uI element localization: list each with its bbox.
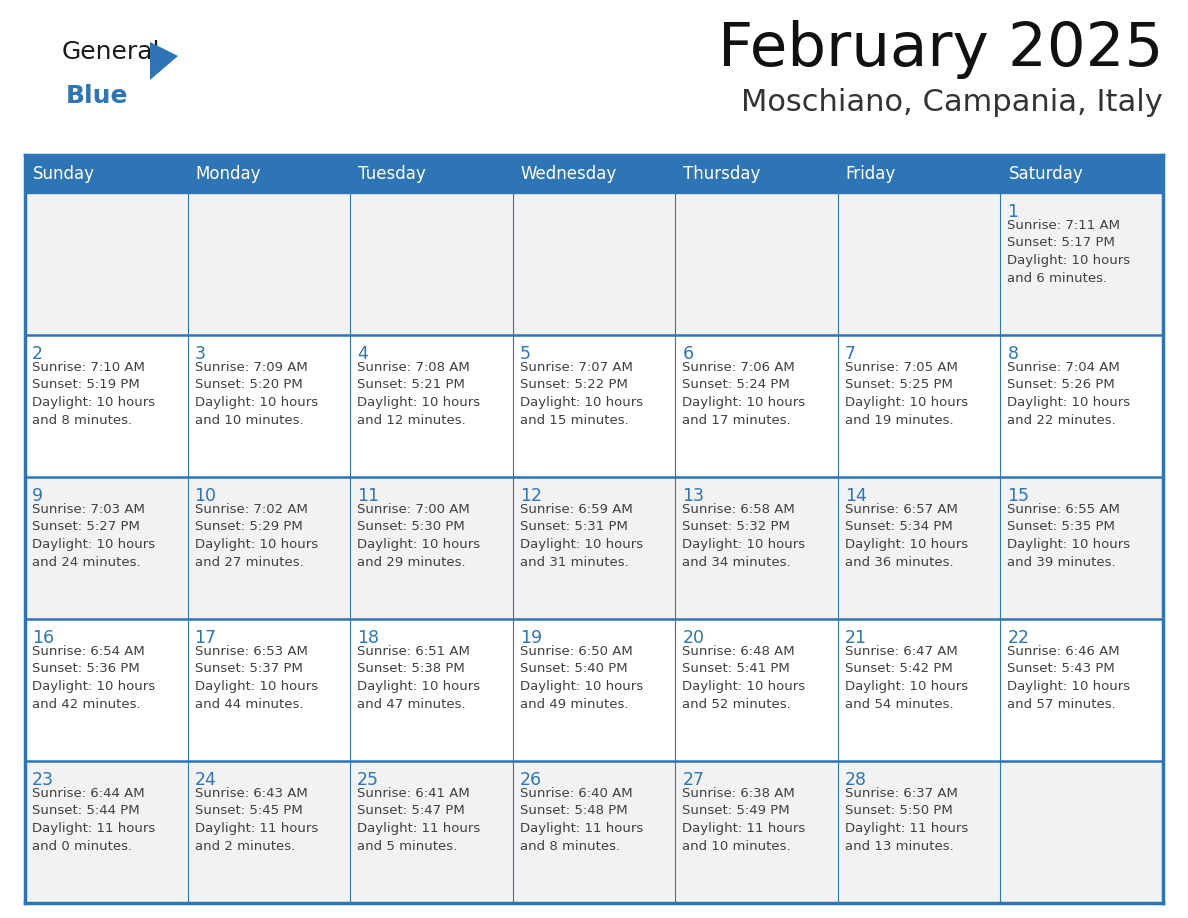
- Text: Sunrise: 7:08 AM
Sunset: 5:21 PM
Daylight: 10 hours
and 12 minutes.: Sunrise: 7:08 AM Sunset: 5:21 PM Dayligh…: [358, 361, 480, 427]
- Text: February 2025: February 2025: [718, 20, 1163, 79]
- Text: Sunrise: 7:09 AM
Sunset: 5:20 PM
Daylight: 10 hours
and 10 minutes.: Sunrise: 7:09 AM Sunset: 5:20 PM Dayligh…: [195, 361, 317, 427]
- Text: 14: 14: [845, 487, 867, 505]
- Text: 8: 8: [1007, 345, 1018, 363]
- Text: 16: 16: [32, 629, 55, 647]
- Text: 20: 20: [682, 629, 704, 647]
- Text: Tuesday: Tuesday: [358, 165, 425, 183]
- Text: Sunrise: 6:50 AM
Sunset: 5:40 PM
Daylight: 10 hours
and 49 minutes.: Sunrise: 6:50 AM Sunset: 5:40 PM Dayligh…: [519, 645, 643, 711]
- Text: 25: 25: [358, 771, 379, 789]
- Text: Sunrise: 6:43 AM
Sunset: 5:45 PM
Daylight: 11 hours
and 2 minutes.: Sunrise: 6:43 AM Sunset: 5:45 PM Dayligh…: [195, 787, 318, 853]
- Text: 6: 6: [682, 345, 694, 363]
- Text: 28: 28: [845, 771, 867, 789]
- Text: Sunday: Sunday: [33, 165, 95, 183]
- Text: 26: 26: [519, 771, 542, 789]
- Text: Sunrise: 6:37 AM
Sunset: 5:50 PM
Daylight: 11 hours
and 13 minutes.: Sunrise: 6:37 AM Sunset: 5:50 PM Dayligh…: [845, 787, 968, 853]
- Polygon shape: [150, 42, 178, 80]
- Text: 13: 13: [682, 487, 704, 505]
- Text: Sunrise: 7:07 AM
Sunset: 5:22 PM
Daylight: 10 hours
and 15 minutes.: Sunrise: 7:07 AM Sunset: 5:22 PM Dayligh…: [519, 361, 643, 427]
- Text: Sunrise: 6:54 AM
Sunset: 5:36 PM
Daylight: 10 hours
and 42 minutes.: Sunrise: 6:54 AM Sunset: 5:36 PM Dayligh…: [32, 645, 156, 711]
- Text: Sunrise: 6:38 AM
Sunset: 5:49 PM
Daylight: 11 hours
and 10 minutes.: Sunrise: 6:38 AM Sunset: 5:49 PM Dayligh…: [682, 787, 805, 853]
- Bar: [25, 155, 1163, 193]
- Text: Wednesday: Wednesday: [520, 165, 617, 183]
- Text: 4: 4: [358, 345, 368, 363]
- Text: 7: 7: [845, 345, 855, 363]
- Text: 27: 27: [682, 771, 704, 789]
- Bar: [25, 619, 1163, 761]
- Text: Sunrise: 6:48 AM
Sunset: 5:41 PM
Daylight: 10 hours
and 52 minutes.: Sunrise: 6:48 AM Sunset: 5:41 PM Dayligh…: [682, 645, 805, 711]
- Bar: [25, 193, 1163, 335]
- Text: Sunrise: 7:00 AM
Sunset: 5:30 PM
Daylight: 10 hours
and 29 minutes.: Sunrise: 7:00 AM Sunset: 5:30 PM Dayligh…: [358, 503, 480, 568]
- Text: 3: 3: [195, 345, 206, 363]
- Text: 22: 22: [1007, 629, 1030, 647]
- Text: Sunrise: 7:11 AM
Sunset: 5:17 PM
Daylight: 10 hours
and 6 minutes.: Sunrise: 7:11 AM Sunset: 5:17 PM Dayligh…: [1007, 219, 1131, 285]
- Text: Monday: Monday: [196, 165, 261, 183]
- Text: Saturday: Saturday: [1009, 165, 1083, 183]
- Text: 1: 1: [1007, 203, 1018, 221]
- Text: Sunrise: 6:59 AM
Sunset: 5:31 PM
Daylight: 10 hours
and 31 minutes.: Sunrise: 6:59 AM Sunset: 5:31 PM Dayligh…: [519, 503, 643, 568]
- Text: Sunrise: 6:53 AM
Sunset: 5:37 PM
Daylight: 10 hours
and 44 minutes.: Sunrise: 6:53 AM Sunset: 5:37 PM Dayligh…: [195, 645, 317, 711]
- Text: 17: 17: [195, 629, 216, 647]
- Text: 19: 19: [519, 629, 542, 647]
- Text: Sunrise: 7:02 AM
Sunset: 5:29 PM
Daylight: 10 hours
and 27 minutes.: Sunrise: 7:02 AM Sunset: 5:29 PM Dayligh…: [195, 503, 317, 568]
- Text: Sunrise: 7:10 AM
Sunset: 5:19 PM
Daylight: 10 hours
and 8 minutes.: Sunrise: 7:10 AM Sunset: 5:19 PM Dayligh…: [32, 361, 156, 427]
- Text: 9: 9: [32, 487, 43, 505]
- Text: Sunrise: 6:44 AM
Sunset: 5:44 PM
Daylight: 11 hours
and 0 minutes.: Sunrise: 6:44 AM Sunset: 5:44 PM Dayligh…: [32, 787, 156, 853]
- Text: 15: 15: [1007, 487, 1030, 505]
- Text: Moschiano, Campania, Italy: Moschiano, Campania, Italy: [741, 88, 1163, 117]
- Text: 18: 18: [358, 629, 379, 647]
- Text: Sunrise: 6:51 AM
Sunset: 5:38 PM
Daylight: 10 hours
and 47 minutes.: Sunrise: 6:51 AM Sunset: 5:38 PM Dayligh…: [358, 645, 480, 711]
- Text: Sunrise: 7:04 AM
Sunset: 5:26 PM
Daylight: 10 hours
and 22 minutes.: Sunrise: 7:04 AM Sunset: 5:26 PM Dayligh…: [1007, 361, 1131, 427]
- Text: 10: 10: [195, 487, 216, 505]
- Text: 12: 12: [519, 487, 542, 505]
- Text: Sunrise: 6:47 AM
Sunset: 5:42 PM
Daylight: 10 hours
and 54 minutes.: Sunrise: 6:47 AM Sunset: 5:42 PM Dayligh…: [845, 645, 968, 711]
- Text: Sunrise: 6:57 AM
Sunset: 5:34 PM
Daylight: 10 hours
and 36 minutes.: Sunrise: 6:57 AM Sunset: 5:34 PM Dayligh…: [845, 503, 968, 568]
- Text: Thursday: Thursday: [683, 165, 760, 183]
- Text: Sunrise: 7:06 AM
Sunset: 5:24 PM
Daylight: 10 hours
and 17 minutes.: Sunrise: 7:06 AM Sunset: 5:24 PM Dayligh…: [682, 361, 805, 427]
- Text: Friday: Friday: [846, 165, 896, 183]
- Text: Blue: Blue: [67, 84, 128, 108]
- Text: Sunrise: 7:03 AM
Sunset: 5:27 PM
Daylight: 10 hours
and 24 minutes.: Sunrise: 7:03 AM Sunset: 5:27 PM Dayligh…: [32, 503, 156, 568]
- Bar: [25, 761, 1163, 903]
- Text: 21: 21: [845, 629, 867, 647]
- Text: 11: 11: [358, 487, 379, 505]
- Text: Sunrise: 6:46 AM
Sunset: 5:43 PM
Daylight: 10 hours
and 57 minutes.: Sunrise: 6:46 AM Sunset: 5:43 PM Dayligh…: [1007, 645, 1131, 711]
- Text: Sunrise: 7:05 AM
Sunset: 5:25 PM
Daylight: 10 hours
and 19 minutes.: Sunrise: 7:05 AM Sunset: 5:25 PM Dayligh…: [845, 361, 968, 427]
- Text: 2: 2: [32, 345, 43, 363]
- Text: Sunrise: 6:40 AM
Sunset: 5:48 PM
Daylight: 11 hours
and 8 minutes.: Sunrise: 6:40 AM Sunset: 5:48 PM Dayligh…: [519, 787, 643, 853]
- Text: Sunrise: 6:55 AM
Sunset: 5:35 PM
Daylight: 10 hours
and 39 minutes.: Sunrise: 6:55 AM Sunset: 5:35 PM Dayligh…: [1007, 503, 1131, 568]
- Text: Sunrise: 6:41 AM
Sunset: 5:47 PM
Daylight: 11 hours
and 5 minutes.: Sunrise: 6:41 AM Sunset: 5:47 PM Dayligh…: [358, 787, 480, 853]
- Text: Sunrise: 6:58 AM
Sunset: 5:32 PM
Daylight: 10 hours
and 34 minutes.: Sunrise: 6:58 AM Sunset: 5:32 PM Dayligh…: [682, 503, 805, 568]
- Text: General: General: [62, 40, 160, 64]
- Bar: [25, 335, 1163, 477]
- Text: 23: 23: [32, 771, 53, 789]
- Text: 5: 5: [519, 345, 531, 363]
- Text: 24: 24: [195, 771, 216, 789]
- Bar: [25, 477, 1163, 619]
